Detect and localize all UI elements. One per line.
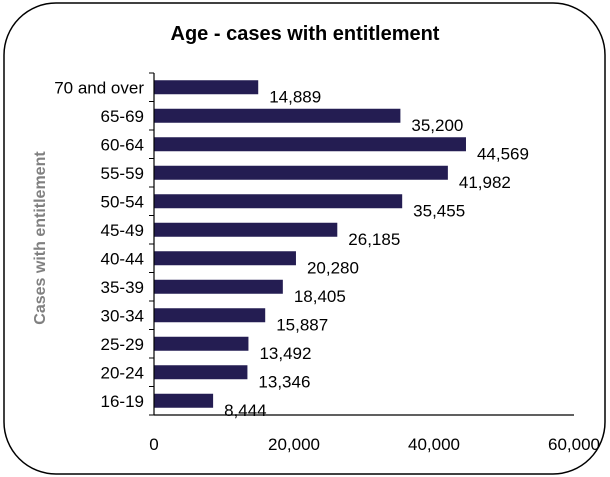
value-label-0: 14,889	[269, 87, 321, 106]
bar-5	[154, 222, 338, 237]
bar-0	[154, 80, 259, 95]
value-label-11: 8,444	[224, 401, 267, 420]
y-axis-label: Cases with entitlement	[32, 151, 49, 325]
category-label-10: 20-24	[101, 363, 144, 382]
x-tick-label-2: 40,000	[408, 435, 460, 454]
category-label-7: 35-39	[101, 278, 144, 297]
value-label-9: 13,492	[259, 344, 311, 363]
category-label-1: 65-69	[101, 107, 144, 126]
category-label-3: 55-59	[101, 164, 144, 183]
bars-group: 70 and over 14,889 65-69 35,200 60-64 44,569 5…	[54, 78, 529, 420]
category-label-11: 16-19	[101, 392, 144, 411]
bar-11	[154, 393, 214, 408]
bar-8	[154, 308, 266, 323]
x-tick-label-0: 0	[149, 435, 158, 454]
x-tick-label-1: 20,000	[268, 435, 320, 454]
category-label-4: 50-54	[101, 192, 144, 211]
bar-9	[154, 336, 249, 351]
bar-3	[154, 165, 448, 180]
value-label-2: 44,569	[477, 144, 529, 163]
value-label-8: 15,887	[276, 315, 328, 334]
value-label-5: 26,185	[348, 230, 400, 249]
bar-4	[154, 194, 403, 209]
category-label-6: 40-44	[101, 249, 144, 268]
bar-10	[154, 365, 248, 380]
value-label-1: 35,200	[411, 116, 463, 135]
bar-6	[154, 251, 296, 266]
bar-7	[154, 279, 283, 294]
value-label-6: 20,280	[307, 258, 359, 277]
chart-border	[3, 2, 606, 475]
category-label-8: 30-34	[101, 306, 144, 325]
value-label-4: 35,455	[413, 201, 465, 220]
bar-2	[154, 137, 466, 152]
category-label-2: 60-64	[101, 135, 144, 154]
bar-1	[154, 108, 401, 123]
chart-title: Age - cases with entitlement	[171, 23, 440, 45]
value-label-10: 13,346	[258, 372, 310, 391]
axes-group: 0 20,000 40,000 60,000	[149, 72, 600, 454]
x-tick-label-3: 60,000	[548, 435, 600, 454]
value-label-7: 18,405	[294, 287, 346, 306]
category-label-5: 45-49	[101, 221, 144, 240]
category-label-0: 70 and over	[54, 78, 144, 97]
value-label-3: 41,982	[459, 173, 511, 192]
category-label-9: 25-29	[101, 335, 144, 354]
